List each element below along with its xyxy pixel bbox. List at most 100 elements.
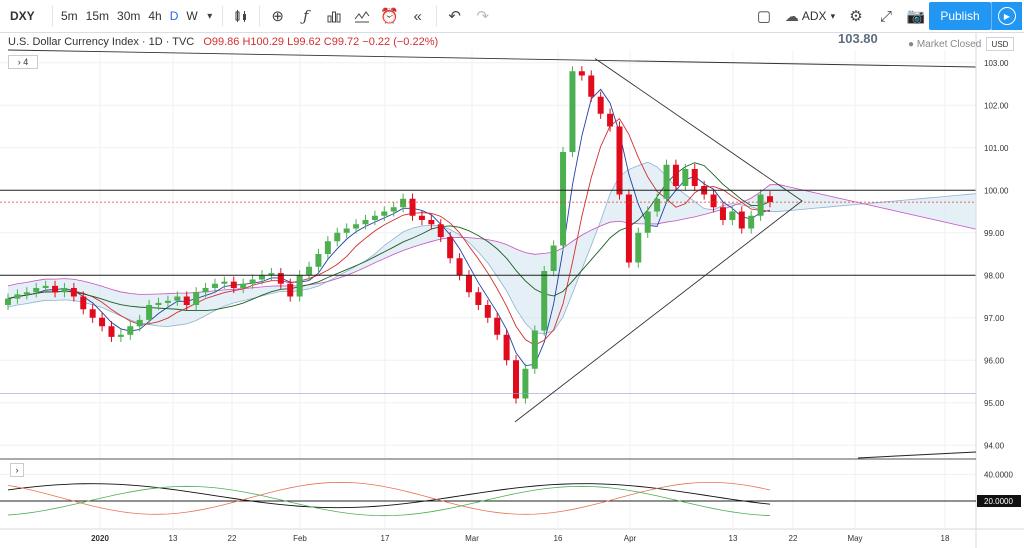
candle-body — [306, 266, 313, 276]
publish-button[interactable]: Publish — [929, 2, 991, 30]
candle-body — [757, 194, 764, 216]
compare-label: ADX — [801, 9, 827, 23]
ma-slow-line — [7, 162, 771, 311]
add-circle-icon[interactable]: ⊕ — [271, 8, 284, 25]
candle-body — [541, 271, 548, 331]
chart-title: U.S. Dollar Currency Index · 1D · TVC — [8, 36, 195, 48]
candle-body — [447, 237, 454, 259]
candle-body — [136, 319, 143, 327]
gear-icon[interactable]: ⚙ — [849, 8, 863, 25]
candle-body — [390, 207, 397, 212]
y-tick-label: 95.00 — [984, 399, 1005, 408]
chevron-right-icon: › — [15, 465, 19, 475]
big-price-label: 103.80 — [838, 31, 878, 46]
candle-body — [428, 220, 435, 225]
candle-body — [672, 164, 679, 186]
candle-body — [456, 258, 463, 276]
y-tick-label: 94.00 — [984, 441, 1005, 450]
timeframe-30m[interactable]: 30m — [117, 9, 141, 23]
candle-body — [400, 198, 407, 208]
candle-body — [729, 211, 736, 220]
adx-line — [7, 483, 771, 509]
candle-body — [277, 273, 284, 284]
candle-body — [61, 288, 68, 293]
candle-body — [597, 96, 604, 114]
timeframe-w[interactable]: W — [186, 9, 198, 23]
candle-body — [663, 164, 670, 199]
camera-icon[interactable]: 📷 — [906, 8, 926, 25]
candle-body — [334, 232, 341, 242]
candle-body — [164, 300, 171, 303]
candle-body — [353, 224, 360, 229]
collapse-indicators-button[interactable]: › 4 — [8, 55, 38, 69]
market-status-text: Market Closed — [916, 39, 982, 50]
indicator-icon[interactable] — [348, 0, 376, 32]
chevron-down-icon: ▾ — [830, 10, 836, 21]
x-tick-label: Feb — [293, 534, 307, 543]
timeframe-5m[interactable]: 5m — [61, 9, 78, 23]
candles-icon[interactable] — [227, 0, 255, 32]
x-tick-label: 13 — [169, 534, 178, 543]
fx-icon[interactable]: ƒ — [302, 7, 309, 25]
timeframe-15m[interactable]: 15m — [85, 9, 110, 23]
candle-body — [221, 281, 228, 284]
x-tick-label: Mar — [465, 534, 479, 543]
chevron-right-icon: › — [17, 57, 21, 67]
candle-body — [437, 224, 444, 237]
adx-tick-box — [977, 468, 1021, 481]
candle-body — [362, 220, 369, 225]
candle-body — [287, 283, 294, 297]
candle-body — [381, 211, 388, 216]
candle-body — [635, 232, 642, 263]
toolbar-divider — [258, 6, 260, 26]
y-tick-label: 100.00 — [984, 186, 1009, 195]
collapse-adx-button[interactable]: › — [10, 463, 24, 477]
currency-button[interactable]: USD — [986, 37, 1014, 51]
candle-body — [418, 215, 425, 220]
triangle-pattern — [514, 58, 803, 423]
fullscreen-icon[interactable]: ⤢ — [879, 7, 892, 25]
candle-body — [484, 305, 491, 318]
timeframe-4h[interactable]: 4h — [148, 9, 162, 23]
y-tick-label: 99.00 — [984, 229, 1005, 238]
chart-header: U.S. Dollar Currency Index · 1D · TVC O9… — [8, 36, 438, 48]
compare-dropdown[interactable]: ☁ ADX ▾ — [780, 0, 840, 32]
bar-chart-icon[interactable] — [320, 0, 348, 32]
redo-icon[interactable]: ↷ — [476, 8, 489, 25]
market-status: ● Market Closed — [908, 39, 982, 50]
candle-body — [578, 71, 585, 76]
candle-body — [710, 194, 717, 208]
senkou-b-line — [7, 184, 996, 295]
undo-icon[interactable]: ↶ — [448, 8, 461, 25]
candle-body — [607, 113, 614, 127]
square-icon[interactable]: ▢ — [756, 8, 772, 25]
replay-icon[interactable]: « — [413, 7, 422, 25]
indicator-count: 4 — [23, 57, 29, 67]
candle-body — [767, 196, 773, 203]
candle-body — [80, 296, 87, 310]
candle-body — [682, 169, 689, 186]
candle-body — [531, 330, 538, 369]
play-button[interactable]: ▶ — [991, 2, 1022, 30]
symbol-search[interactable]: DXY — [10, 9, 35, 23]
candle-body — [5, 298, 11, 305]
alert-icon[interactable]: ⏰ — [380, 8, 400, 25]
y-tick-label: 97.00 — [984, 314, 1005, 323]
timeframe-d[interactable]: D — [169, 9, 179, 23]
x-tick-label: May — [847, 534, 862, 543]
chevron-down-icon[interactable]: ▾ — [207, 10, 213, 22]
candle-body — [127, 326, 134, 335]
candle-body — [249, 279, 256, 284]
top-toolbar: DXY 5m 15m 30m 4h D W ▾ ⊕ ƒ ⏰ « ↶ ↷ ▢ ☁ … — [0, 0, 1024, 33]
candle-body — [211, 283, 218, 288]
trend-line — [7, 49, 977, 68]
candle-body — [625, 194, 632, 263]
candle-body — [174, 296, 181, 301]
candle-body — [23, 292, 30, 295]
candle-body — [324, 241, 331, 254]
candle-body — [371, 215, 378, 220]
ichimoku-cloud — [8, 162, 996, 334]
adx-tick-box — [977, 495, 1021, 507]
candle-body — [183, 296, 190, 305]
